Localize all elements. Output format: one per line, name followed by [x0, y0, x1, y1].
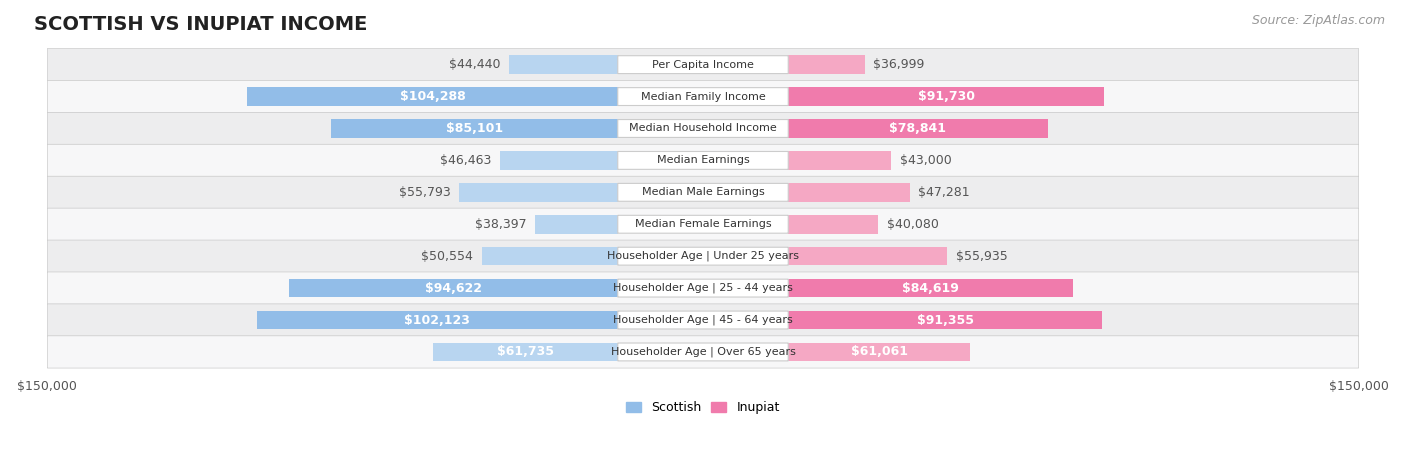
- Text: $94,622: $94,622: [425, 282, 482, 295]
- Text: Householder Age | Under 25 years: Householder Age | Under 25 years: [607, 251, 799, 262]
- FancyBboxPatch shape: [48, 304, 1358, 336]
- FancyBboxPatch shape: [617, 247, 789, 265]
- Bar: [789, 343, 970, 361]
- FancyBboxPatch shape: [617, 311, 789, 329]
- Text: $50,554: $50,554: [422, 250, 474, 262]
- Bar: [789, 279, 1073, 297]
- FancyBboxPatch shape: [617, 279, 789, 297]
- Text: Householder Age | 45 - 64 years: Householder Age | 45 - 64 years: [613, 315, 793, 325]
- Text: $44,440: $44,440: [449, 58, 501, 71]
- Text: Source: ZipAtlas.com: Source: ZipAtlas.com: [1251, 14, 1385, 27]
- FancyBboxPatch shape: [48, 113, 1358, 145]
- Text: Householder Age | Over 65 years: Householder Age | Over 65 years: [610, 347, 796, 357]
- FancyBboxPatch shape: [48, 176, 1358, 208]
- Text: $84,619: $84,619: [903, 282, 959, 295]
- FancyBboxPatch shape: [48, 272, 1358, 304]
- Text: $55,935: $55,935: [956, 250, 1008, 262]
- Bar: [536, 215, 617, 234]
- Bar: [789, 311, 1102, 329]
- Text: Median Earnings: Median Earnings: [657, 156, 749, 165]
- Bar: [501, 151, 617, 170]
- FancyBboxPatch shape: [617, 120, 789, 137]
- Text: $91,355: $91,355: [917, 313, 974, 326]
- Text: $61,735: $61,735: [496, 346, 554, 359]
- Bar: [789, 56, 865, 74]
- FancyBboxPatch shape: [48, 144, 1358, 177]
- Bar: [330, 119, 617, 138]
- FancyBboxPatch shape: [617, 215, 789, 233]
- FancyBboxPatch shape: [617, 88, 789, 106]
- Legend: Scottish, Inupiat: Scottish, Inupiat: [621, 396, 785, 419]
- Bar: [433, 343, 617, 361]
- FancyBboxPatch shape: [48, 49, 1358, 81]
- Text: SCOTTISH VS INUPIAT INCOME: SCOTTISH VS INUPIAT INCOME: [34, 15, 367, 34]
- Text: Per Capita Income: Per Capita Income: [652, 60, 754, 70]
- Text: $36,999: $36,999: [873, 58, 925, 71]
- Text: $104,288: $104,288: [399, 90, 465, 103]
- Text: $40,080: $40,080: [887, 218, 939, 231]
- Bar: [789, 87, 1104, 106]
- Bar: [460, 183, 617, 202]
- Text: $38,397: $38,397: [475, 218, 526, 231]
- Text: $102,123: $102,123: [405, 313, 470, 326]
- Bar: [789, 183, 910, 202]
- Text: $91,730: $91,730: [918, 90, 974, 103]
- Text: $43,000: $43,000: [900, 154, 952, 167]
- FancyBboxPatch shape: [617, 184, 789, 201]
- Bar: [257, 311, 617, 329]
- Text: Householder Age | 25 - 44 years: Householder Age | 25 - 44 years: [613, 283, 793, 293]
- Text: Median Female Earnings: Median Female Earnings: [634, 219, 772, 229]
- FancyBboxPatch shape: [48, 336, 1358, 368]
- Bar: [789, 247, 948, 265]
- FancyBboxPatch shape: [617, 343, 789, 361]
- Text: Median Household Income: Median Household Income: [628, 123, 778, 134]
- FancyBboxPatch shape: [617, 56, 789, 74]
- Bar: [509, 56, 617, 74]
- Bar: [247, 87, 617, 106]
- Bar: [290, 279, 617, 297]
- Text: $46,463: $46,463: [440, 154, 491, 167]
- Text: $85,101: $85,101: [446, 122, 503, 135]
- Text: $78,841: $78,841: [890, 122, 946, 135]
- FancyBboxPatch shape: [617, 151, 789, 170]
- Text: $61,061: $61,061: [851, 346, 907, 359]
- Text: $47,281: $47,281: [918, 186, 970, 199]
- FancyBboxPatch shape: [48, 208, 1358, 241]
- Text: Median Male Earnings: Median Male Earnings: [641, 187, 765, 198]
- Bar: [789, 119, 1047, 138]
- Text: $55,793: $55,793: [399, 186, 450, 199]
- Bar: [789, 151, 891, 170]
- Bar: [789, 215, 879, 234]
- FancyBboxPatch shape: [48, 240, 1358, 272]
- Bar: [482, 247, 617, 265]
- FancyBboxPatch shape: [48, 80, 1358, 113]
- Text: Median Family Income: Median Family Income: [641, 92, 765, 101]
